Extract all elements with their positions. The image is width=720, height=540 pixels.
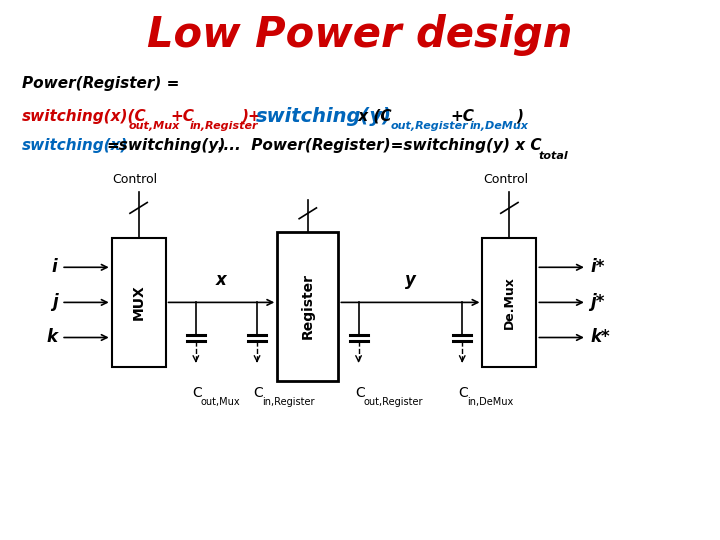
Text: switching(x): switching(x): [22, 138, 128, 153]
Text: in,DeMux: in,DeMux: [469, 121, 528, 131]
Text: Register: Register: [301, 273, 315, 340]
Text: i*: i*: [590, 258, 605, 276]
Text: out,Mux: out,Mux: [128, 121, 179, 131]
Text: )+: )+: [241, 109, 261, 124]
Text: out,Mux: out,Mux: [201, 397, 240, 407]
Text: Control: Control: [483, 173, 528, 186]
Text: total: total: [539, 151, 568, 160]
Text: C: C: [192, 386, 202, 400]
Text: out,Register: out,Register: [364, 397, 423, 407]
Text: =switching(y): =switching(y): [107, 138, 226, 153]
Text: MUX: MUX: [132, 285, 145, 320]
Text: x (C: x (C: [353, 109, 392, 124]
Text: Control: Control: [112, 173, 158, 186]
Text: ): ): [516, 109, 523, 124]
Text: +C: +C: [170, 109, 194, 124]
Text: switching(y): switching(y): [256, 106, 392, 126]
Text: j*: j*: [590, 293, 605, 312]
Text: switching(x)(C: switching(x)(C: [22, 109, 146, 124]
Bar: [277, 232, 338, 381]
Bar: [112, 238, 166, 367]
Text: Low Power design: Low Power design: [148, 14, 572, 56]
Bar: [482, 238, 536, 367]
Text: +C: +C: [450, 109, 474, 124]
Text: j: j: [52, 293, 58, 312]
Text: y: y: [405, 271, 416, 289]
Text: C: C: [355, 386, 365, 400]
Text: x: x: [216, 271, 227, 289]
Text: C: C: [459, 386, 469, 400]
Text: De.Mux: De.Mux: [503, 276, 516, 329]
Text: k*: k*: [590, 328, 610, 347]
Text: out,Register: out,Register: [390, 121, 468, 131]
Text: Power(Register) =: Power(Register) =: [22, 76, 179, 91]
Text: in,Register: in,Register: [262, 397, 315, 407]
Text: k: k: [47, 328, 58, 347]
Text: ....  Power(Register)=switching(y) x C: .... Power(Register)=switching(y) x C: [202, 138, 541, 153]
Text: C: C: [253, 386, 264, 400]
Text: i: i: [52, 258, 58, 276]
Text: in,DeMux: in,DeMux: [467, 397, 513, 407]
Text: in,Register: in,Register: [189, 121, 258, 131]
